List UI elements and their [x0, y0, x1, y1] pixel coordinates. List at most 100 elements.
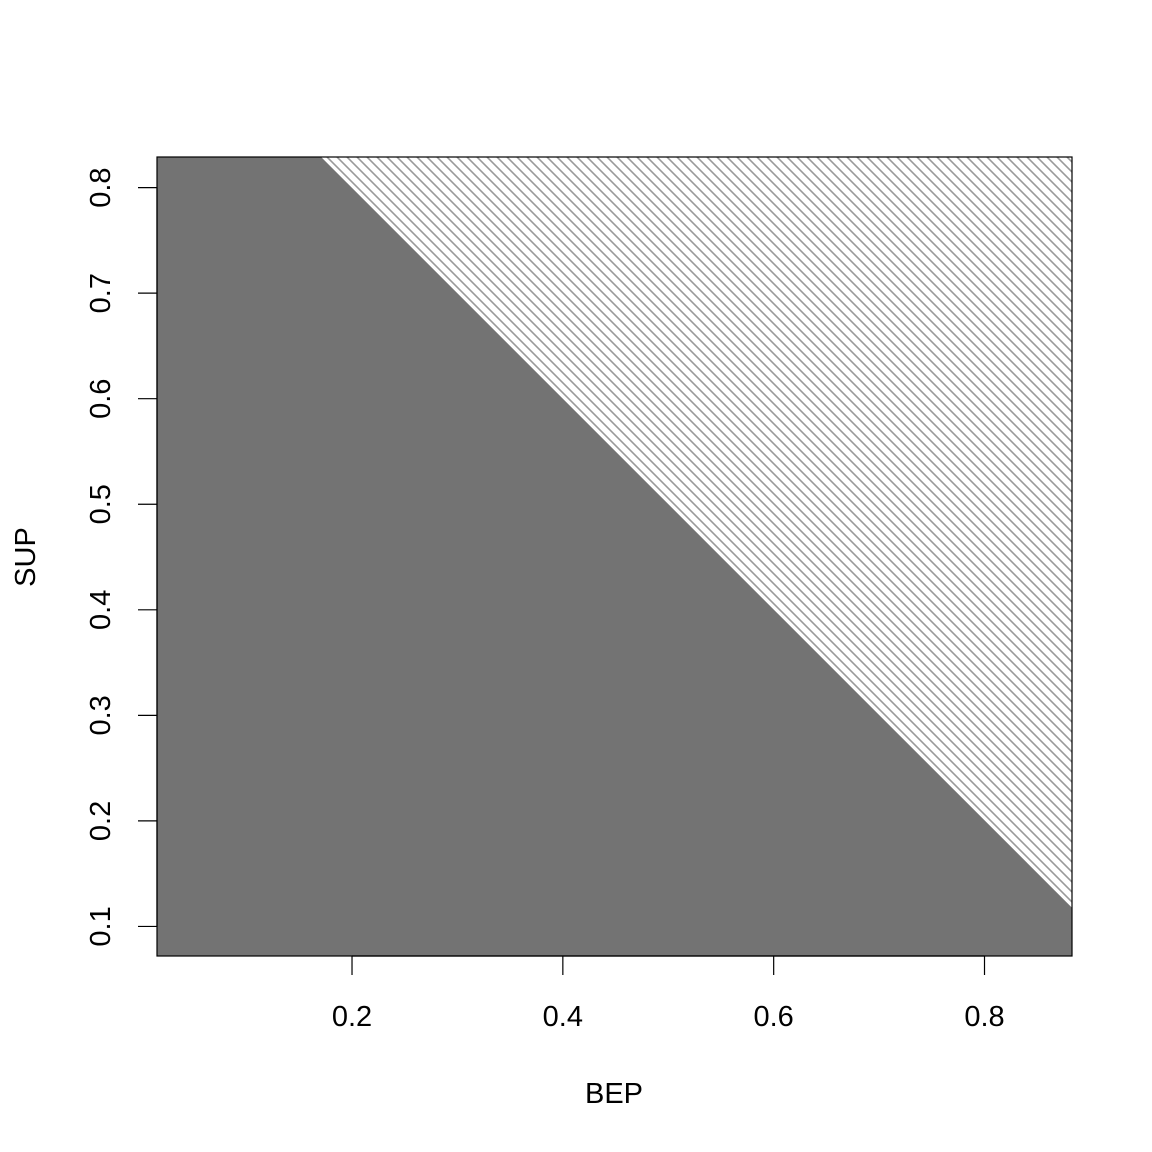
hatch-line: [989, 157, 1072, 909]
hatch-line: [320, 157, 1072, 909]
hatch-line: [539, 157, 1072, 909]
hatch-line: [1090, 0, 1152, 1152]
y-axis: 0.1 0.2 0.3 0.4 0.5 0.6 0.7 0.8: [85, 167, 158, 947]
hatch-line: [659, 157, 1072, 909]
hatch-line: [679, 157, 1072, 909]
hatch-line: [320, 157, 1072, 909]
hatch-line: [519, 157, 1072, 909]
hatch-line: [819, 157, 1072, 909]
hatch-line: [449, 157, 1072, 909]
solid-region: [157, 157, 1072, 956]
boundary-line: [320, 157, 1072, 909]
hatch-line: [639, 157, 1072, 909]
y-axis-title: SUP: [10, 527, 42, 587]
x-tick-label: 0.4: [543, 1001, 583, 1033]
x-axis-title: BEP: [585, 1078, 643, 1110]
x-tick-label: 0.2: [332, 1001, 372, 1033]
hatch-line: [599, 157, 1072, 909]
hatch-line: [320, 157, 1072, 909]
hatch-line: [329, 157, 1072, 909]
hatch-line: [1120, 0, 1152, 1152]
hatch-line: [649, 157, 1072, 909]
hatch-line: [849, 157, 1072, 909]
hatch-line: [669, 157, 1072, 909]
hatch-line: [719, 157, 1072, 909]
x-tick-label: 0.6: [754, 1001, 794, 1033]
hatch-line: [1019, 157, 1072, 909]
hatch-line: [320, 157, 1072, 909]
hatch-line: [320, 157, 1072, 909]
hatch-line: [489, 157, 1072, 909]
hatch-line: [589, 157, 1072, 909]
hatch-line: [320, 157, 1072, 909]
hatch-line: [389, 157, 1072, 909]
hatch-line: [1069, 157, 1072, 909]
hatch-line: [1130, 0, 1152, 1152]
hatch-line: [1059, 157, 1072, 909]
x-axis: 0.2 0.4 0.6 0.8: [332, 955, 1005, 1033]
hatch-line: [320, 157, 1072, 909]
hatch-line: [379, 157, 1072, 909]
y-tick-label: 0.2: [85, 801, 117, 841]
hatch-line: [419, 157, 1072, 909]
hatch-line: [320, 157, 1072, 909]
hatch-line: [839, 157, 1072, 909]
hatch-line: [799, 157, 1072, 909]
hatch-line: [549, 157, 1072, 909]
hatch-line: [579, 157, 1072, 909]
hatch-line: [949, 157, 1072, 909]
hatch-line: [320, 157, 1072, 909]
hatch-line: [889, 157, 1072, 909]
y-tick-label: 0.3: [85, 695, 117, 735]
hatch-line: [569, 157, 1072, 909]
hatch-line: [320, 157, 1072, 909]
hatch-line: [499, 157, 1072, 909]
hatch-line: [969, 157, 1072, 909]
hatch-line: [459, 157, 1072, 909]
hatch-line: [479, 157, 1072, 909]
hatch-line: [769, 157, 1072, 909]
y-tick-label: 0.4: [85, 590, 117, 630]
hatch-line: [729, 157, 1072, 909]
y-tick-label: 0.5: [85, 484, 117, 524]
hatch-line: [320, 157, 1072, 909]
hatch-line: [1080, 0, 1152, 1152]
hatch-line: [439, 157, 1072, 909]
y-tick-label: 0.7: [85, 273, 117, 313]
hatch-line: [320, 157, 1072, 909]
y-tick-label: 0.6: [85, 379, 117, 419]
x-tick-label: 0.8: [964, 1001, 1004, 1033]
hatch-line: [320, 157, 1072, 909]
hatch-line: [759, 157, 1072, 909]
y-tick-label: 0.8: [85, 167, 117, 207]
hatch-line: [509, 157, 1072, 909]
hatch-line: [559, 157, 1072, 909]
hatch-line: [779, 157, 1072, 909]
hatch-line: [1100, 0, 1152, 1152]
hatch-line: [1140, 0, 1152, 1152]
hatch-line: [359, 157, 1072, 909]
hatch-line: [789, 157, 1072, 909]
hatch-line: [699, 157, 1072, 909]
hatch-line: [829, 157, 1072, 909]
hatch-line: [689, 157, 1072, 909]
hatch-line: [529, 157, 1072, 909]
hatch-line: [609, 157, 1072, 909]
hatch-line: [320, 157, 1072, 909]
hatch-line: [0, 0, 2, 1152]
hatch-line: [869, 157, 1072, 909]
hatch-line: [709, 157, 1072, 909]
hatch-line: [1029, 157, 1072, 909]
hatch-line: [399, 157, 1072, 909]
hatch-line: [739, 157, 1072, 909]
hatch-line: [629, 157, 1072, 909]
hatch-line: [619, 157, 1072, 909]
hatch-line: [409, 157, 1072, 909]
y-tick-label: 0.1: [85, 906, 117, 946]
hatch-line: [339, 157, 1072, 909]
hatch-line: [429, 157, 1072, 909]
hatch-line: [320, 157, 1072, 909]
hatch-line: [809, 157, 1072, 909]
